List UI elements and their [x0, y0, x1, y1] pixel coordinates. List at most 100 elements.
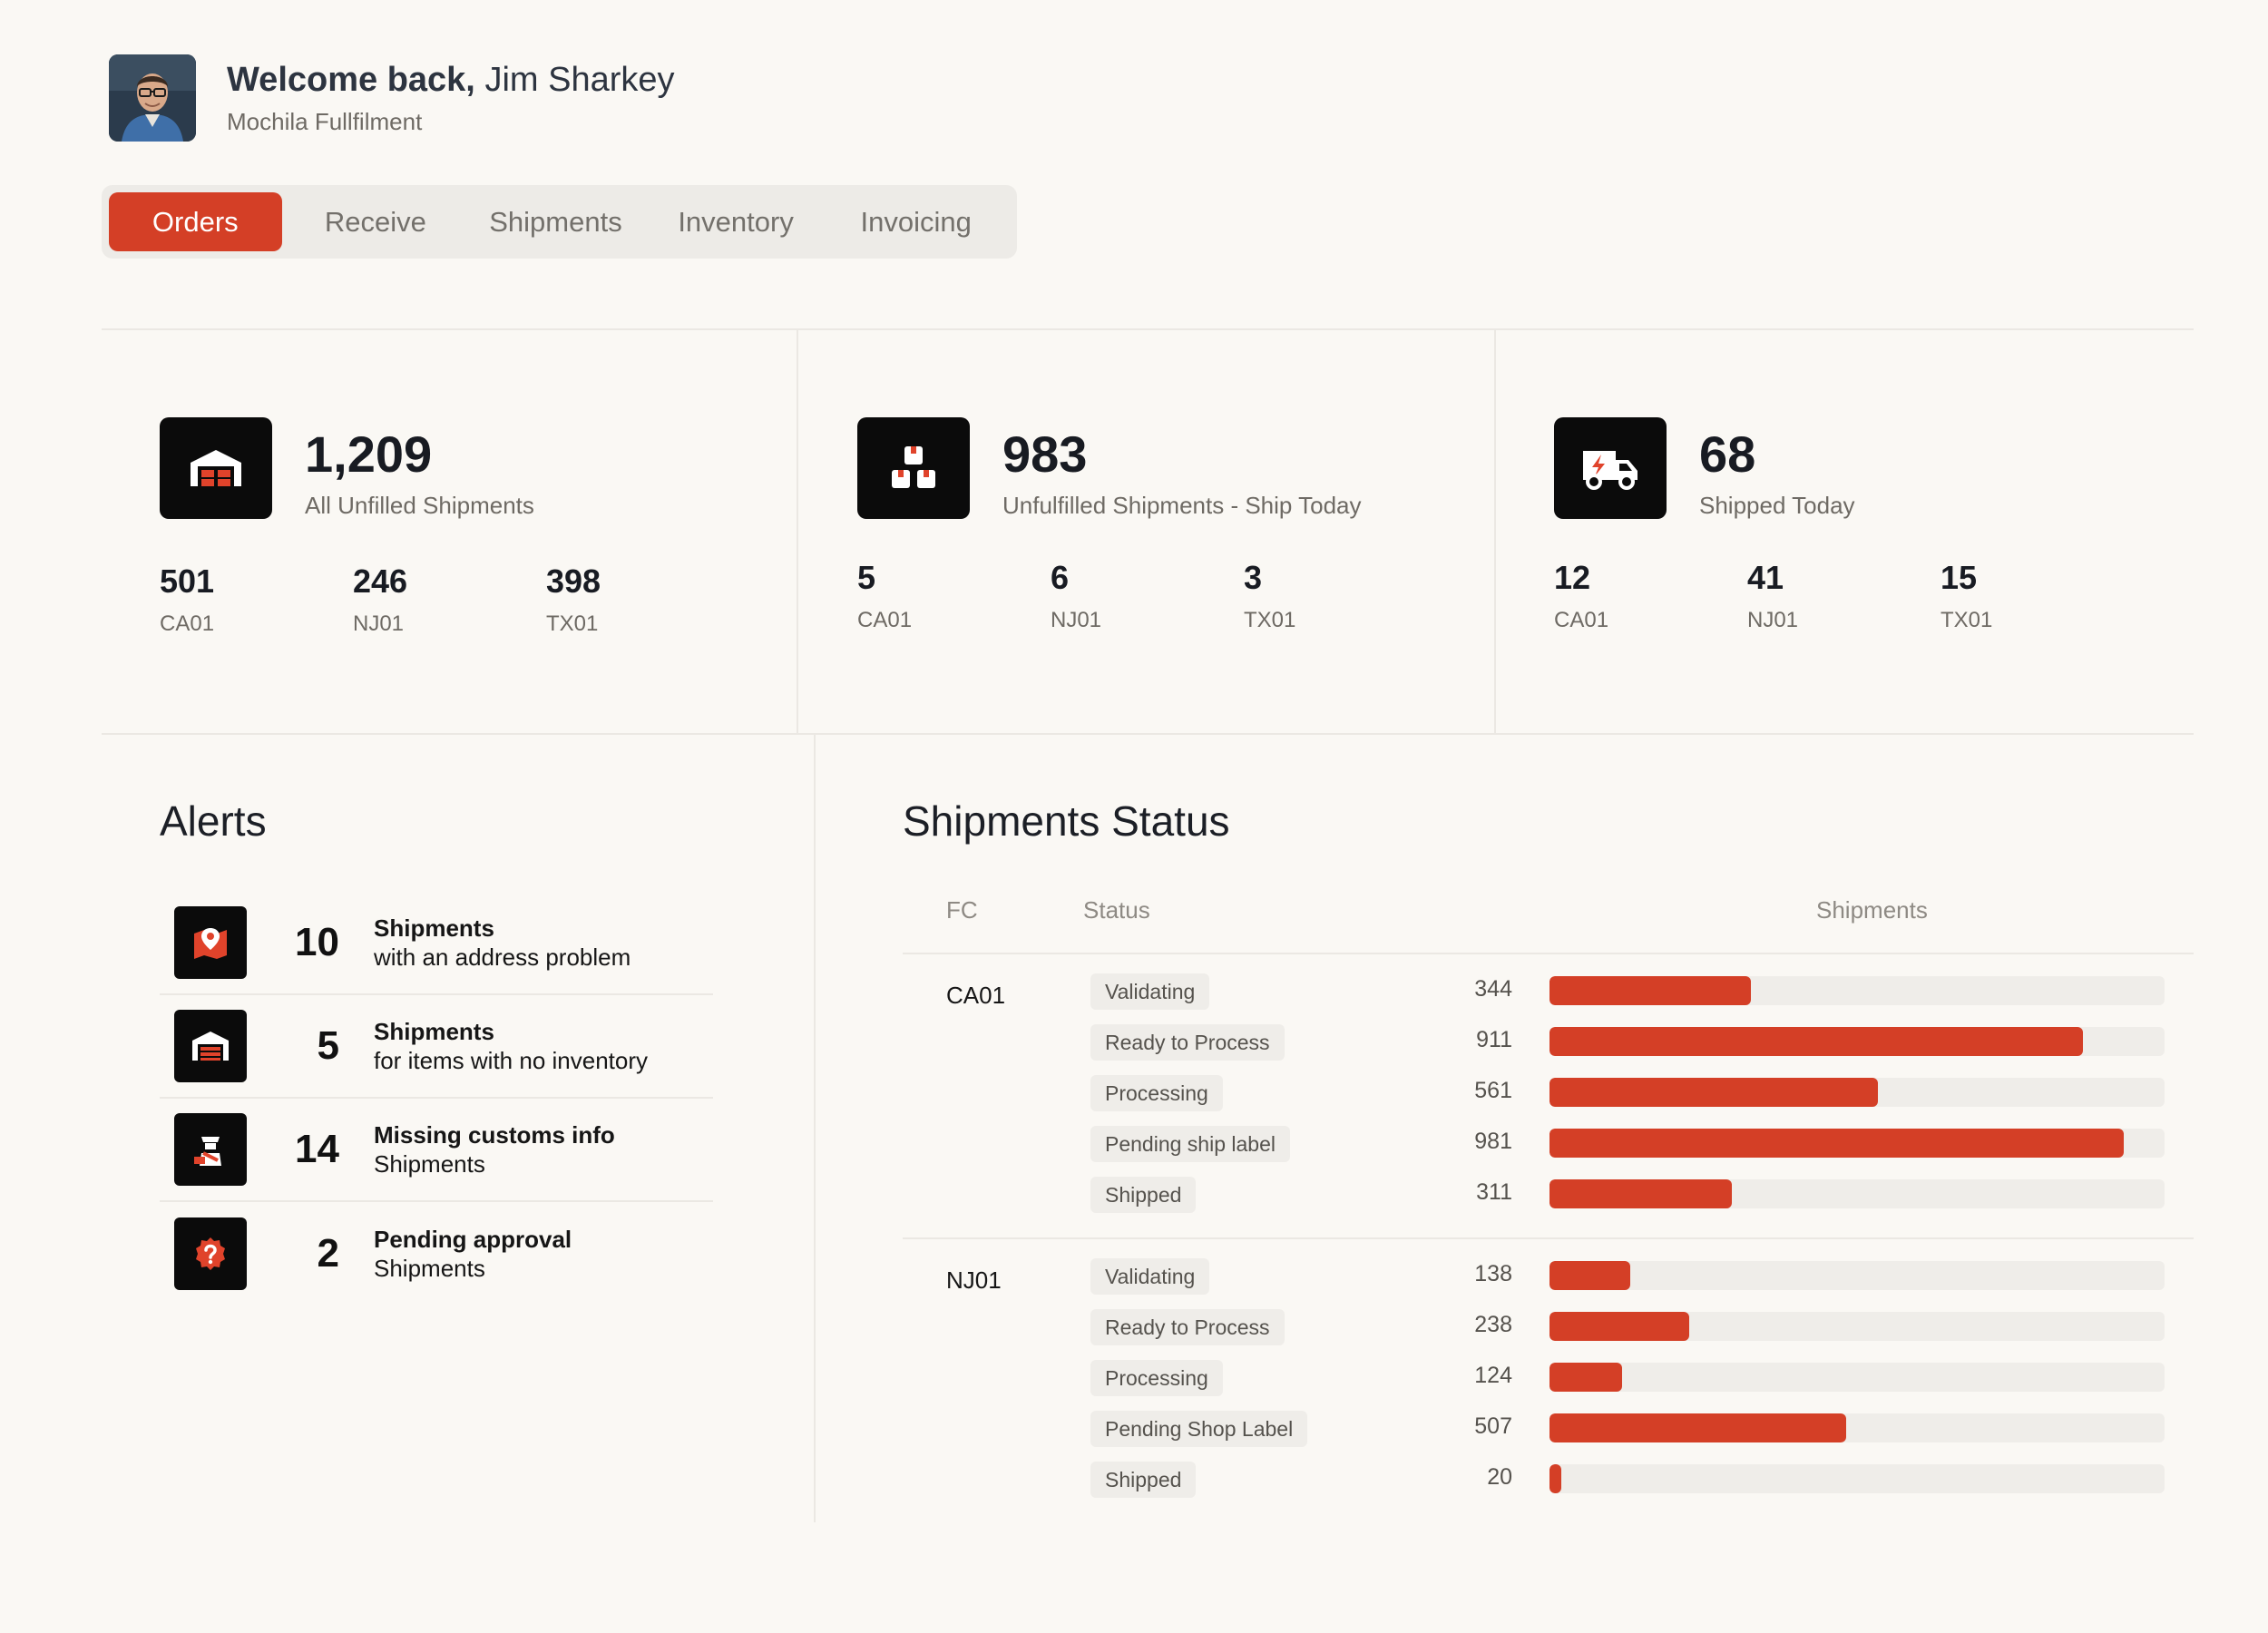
fc-stat-value: 6: [1051, 559, 1070, 596]
stat-breakdown: 5 CA01 6 NJ01 3 TX01: [857, 559, 1437, 633]
status-count: 981: [1474, 1129, 1512, 1154]
status-chip: Ready to Process: [1090, 1309, 1285, 1345]
status-row[interactable]: Validating 344: [903, 969, 2194, 1020]
boxes-icon: [857, 417, 970, 519]
tab-inventory[interactable]: Inventory: [678, 205, 794, 238]
status-row[interactable]: Processing 124: [903, 1355, 2194, 1406]
progress-track: [1549, 1312, 2165, 1341]
status-row[interactable]: Ready to Process 238: [903, 1305, 2194, 1355]
stat-card-ship-today: 983 Unfulfilled Shipments - Ship Today 5…: [857, 417, 1362, 632]
alert-subtitle: Shipments: [374, 1150, 485, 1178]
progress-fill: [1549, 1363, 1623, 1392]
fc-stat-label: CA01: [1554, 608, 1609, 632]
status-row[interactable]: Shipped 311: [903, 1172, 2194, 1223]
fc-stat-value: 12: [1554, 559, 1591, 596]
fc-stat-value: 5: [857, 559, 876, 596]
status-row[interactable]: Ready to Process 911: [903, 1020, 2194, 1071]
progress-fill: [1549, 1261, 1631, 1290]
question-badge-icon: [174, 1217, 247, 1290]
fc-stat-value: 3: [1244, 559, 1263, 596]
progress-track: [1549, 1027, 2165, 1056]
warehouse-icon: [174, 1010, 247, 1082]
tab-receive[interactable]: Receive: [324, 205, 426, 238]
fc-stat-label: CA01: [160, 611, 215, 636]
fc-label: NJ01: [946, 1266, 1002, 1294]
stat-breakdown: 12 CA01 41 NJ01 15 TX01: [1554, 559, 2134, 633]
status-row[interactable]: Pending ship label 981: [903, 1121, 2194, 1172]
fc-stat-label: TX01: [546, 611, 599, 636]
fc-stat-value: 41: [1747, 559, 1784, 596]
map-pin-icon: [174, 906, 247, 979]
stat-breakdown: 501 CA01 246 NJ01 398 TX01: [160, 562, 739, 637]
alert-subtitle: for items with no inventory: [374, 1047, 649, 1074]
fc-stat-value: 501: [160, 562, 215, 600]
header: Welcome back, Jim Sharkey Mochila Fullfi…: [109, 54, 675, 142]
progress-track: [1549, 1179, 2165, 1208]
fc-stat: 6 NJ01: [1051, 559, 1244, 633]
tab-invoicing[interactable]: Invoicing: [860, 205, 972, 238]
alert-count: 2: [317, 1231, 339, 1276]
fc-stat: 12 CA01: [1554, 559, 1747, 633]
stat-label: Unfulfilled Shipments - Ship Today: [1002, 491, 1362, 519]
greeting: Welcome back,: [227, 60, 475, 99]
fc-stat: 15 TX01: [1941, 559, 2134, 633]
alerts-title: Alerts: [160, 797, 267, 845]
shipments-status-title: Shipments Status: [903, 797, 1230, 845]
progress-fill: [1549, 1027, 2084, 1056]
user-name: Jim Sharkey: [484, 60, 675, 99]
avatar[interactable]: [109, 54, 196, 142]
progress-track: [1549, 1261, 2165, 1290]
welcome-message: Welcome back, Jim Sharkey: [227, 60, 675, 102]
alert-count: 14: [295, 1127, 339, 1171]
progress-fill: [1549, 1413, 1847, 1442]
group-divider: [903, 1237, 2194, 1239]
status-count: 911: [1476, 1027, 1512, 1052]
status-count: 311: [1476, 1179, 1512, 1205]
alert-item[interactable]: 10 Shipments with an address problem: [160, 892, 713, 995]
progress-fill: [1549, 1464, 1561, 1493]
progress-track: [1549, 1363, 2165, 1392]
table-header-divider: [903, 953, 2194, 954]
status-chip: Ready to Process: [1090, 1024, 1285, 1061]
status-row[interactable]: Processing 561: [903, 1071, 2194, 1121]
alert-title: Pending approval: [374, 1225, 572, 1253]
status-chip: Validating: [1090, 1258, 1210, 1295]
main-tabs: Orders Receive Shipments Inventory Invoi…: [102, 185, 1017, 259]
tab-shipments[interactable]: Shipments: [489, 205, 622, 238]
status-count: 20: [1487, 1464, 1512, 1490]
tab-orders[interactable]: Orders: [109, 192, 282, 251]
alerts-list: 10 Shipments with an address problem 5 S…: [160, 892, 713, 1305]
progress-fill: [1549, 976, 1752, 1005]
progress-fill: [1549, 1078, 1879, 1107]
fc-stat-label: TX01: [1941, 608, 1993, 632]
alert-item[interactable]: 14 Missing customs info Shipments: [160, 1099, 713, 1202]
status-chip: Shipped: [1090, 1462, 1197, 1498]
delivery-truck-icon: [1554, 417, 1667, 519]
status-row[interactable]: Validating 138: [903, 1254, 2194, 1305]
column-header-fc: FC: [946, 896, 978, 924]
divider: [814, 733, 816, 1522]
fc-stat: 501 CA01: [160, 562, 353, 637]
status-count: 561: [1474, 1078, 1512, 1103]
company-name: Mochila Fullfilment: [227, 108, 423, 136]
status-chip: Processing: [1090, 1360, 1223, 1396]
fc-stat: 41 NJ01: [1747, 559, 1941, 633]
status-row[interactable]: Pending Shop Label 507: [903, 1406, 2194, 1457]
alert-title: Missing customs info: [374, 1120, 615, 1149]
status-row[interactable]: Shipped 20: [903, 1457, 2194, 1508]
alert-subtitle: Shipments: [374, 1255, 485, 1282]
alert-title: Shipments: [374, 914, 494, 942]
alert-item[interactable]: 2 Pending approval Shipments: [160, 1202, 713, 1305]
fc-stat: 398 TX01: [546, 562, 739, 637]
fc-stat: 246 NJ01: [353, 562, 546, 637]
progress-track: [1549, 976, 2165, 1005]
welcome-block: Welcome back, Jim Sharkey Mochila Fullfi…: [227, 60, 675, 137]
fc-stat-value: 398: [546, 562, 601, 600]
fc-stat-label: CA01: [857, 608, 913, 632]
progress-fill: [1549, 1129, 2125, 1158]
alert-item[interactable]: 5 Shipments for items with no inventory: [160, 995, 713, 1099]
divider: [1494, 328, 1496, 734]
fc-stat-label: NJ01: [1747, 608, 1799, 632]
status-chip: Processing: [1090, 1075, 1223, 1111]
stat-value: 68: [1699, 425, 1756, 483]
